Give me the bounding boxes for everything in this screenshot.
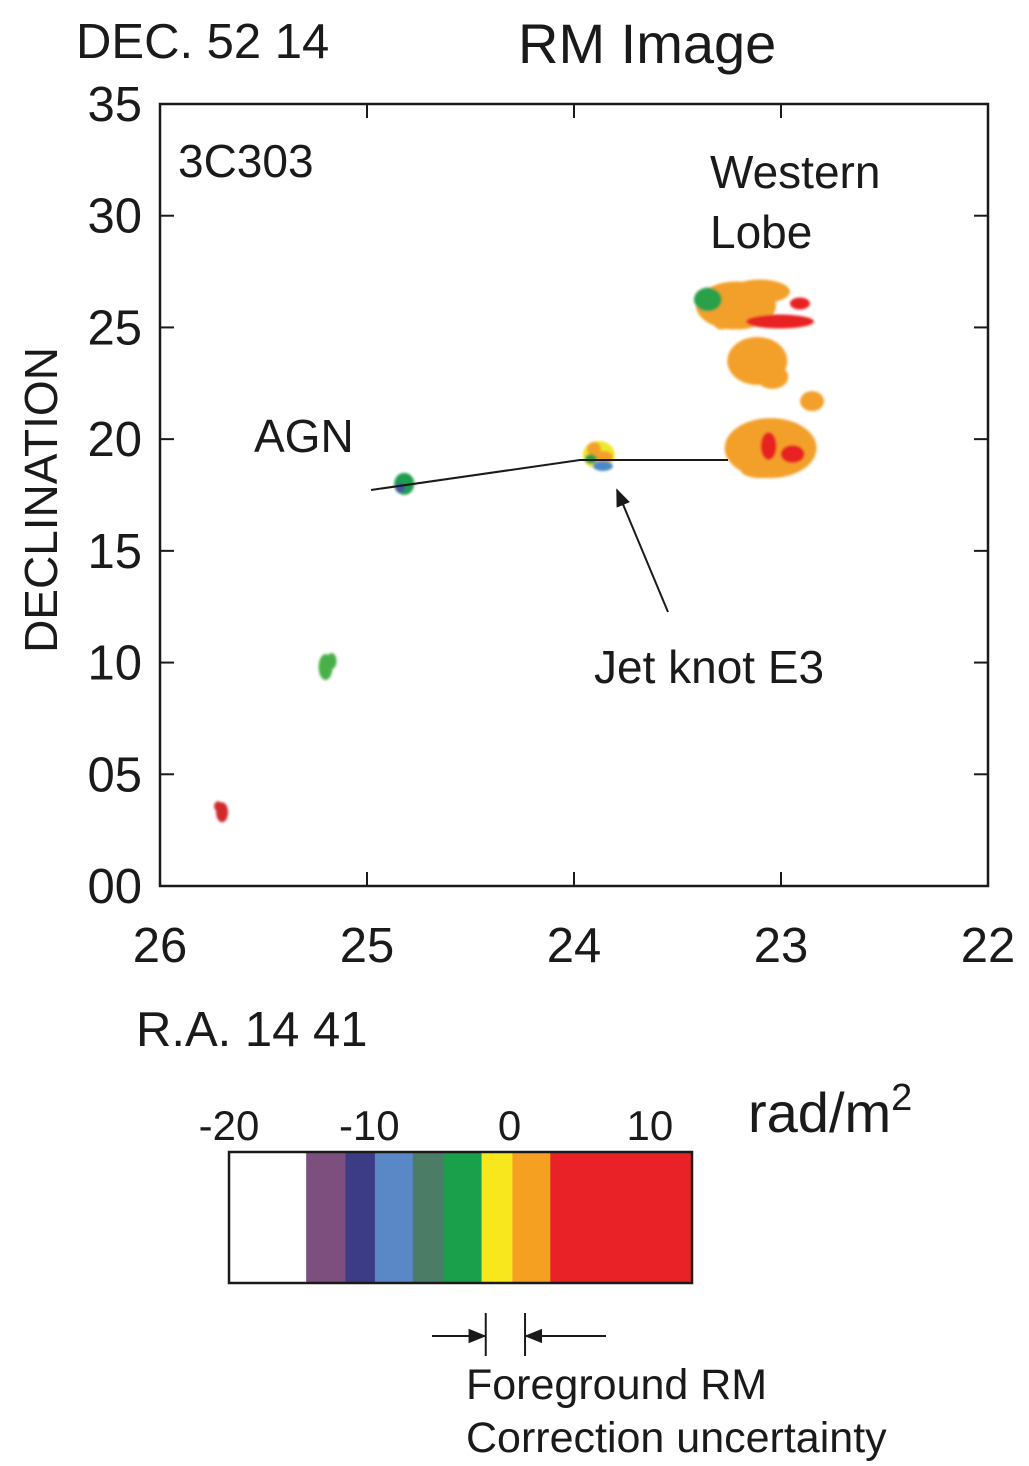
y-tick-label: 10 bbox=[87, 637, 142, 691]
rm-region-patch bbox=[760, 432, 777, 461]
y-tick-label: 00 bbox=[87, 860, 142, 914]
colorbar-segment bbox=[374, 1152, 414, 1283]
declination-offset-label: DEC. 52 14 bbox=[76, 15, 329, 69]
rm-region-patch bbox=[214, 801, 223, 812]
y-tick-label: 15 bbox=[87, 525, 142, 579]
x-tick-label: 22 bbox=[961, 919, 1016, 973]
rm-region-patch bbox=[586, 442, 601, 457]
rm-region-patch bbox=[729, 279, 790, 304]
rm-region-patch bbox=[780, 445, 805, 464]
colorbar-tick-label: 10 bbox=[627, 1102, 674, 1149]
rm-region-patch bbox=[740, 462, 781, 479]
colorbar-segment bbox=[306, 1152, 346, 1283]
colorbar-unit-exponent: 2 bbox=[891, 1077, 912, 1119]
y-tick-label: 25 bbox=[87, 301, 142, 355]
jet-knot-arrow bbox=[616, 488, 669, 613]
rm-region bbox=[318, 653, 337, 681]
rm-region-patch bbox=[745, 314, 814, 329]
western-lobe-label-line2: Lobe bbox=[710, 206, 812, 258]
uncertainty-label-line2: Correction uncertainty bbox=[466, 1414, 887, 1461]
ra-offset-label: R.A. 14 41 bbox=[136, 1003, 368, 1057]
rm-region-patch bbox=[800, 391, 825, 412]
rm-region-patch bbox=[756, 364, 789, 389]
colorbar-unit-base: rad/m bbox=[748, 1081, 891, 1144]
colorbar: -20 -10 0 10 bbox=[199, 1102, 694, 1285]
uncertainty-label-line1: Foreground RM bbox=[466, 1361, 767, 1409]
rm-regions bbox=[214, 279, 825, 823]
agn-label: AGN bbox=[254, 410, 354, 462]
y-tick-label: 35 bbox=[87, 78, 142, 132]
chart-title: RM Image bbox=[518, 12, 776, 75]
x-tick-label: 24 bbox=[547, 919, 602, 973]
y-tick-label: 30 bbox=[87, 190, 142, 244]
colorbar-tick-label: -10 bbox=[339, 1102, 400, 1149]
colorbar-segment bbox=[550, 1152, 693, 1283]
rm-region-patch bbox=[789, 297, 810, 310]
plot-frame bbox=[158, 102, 990, 888]
colorbar-unit: rad/m2 bbox=[748, 1077, 912, 1144]
jet-knot-label: Jet knot E3 bbox=[594, 641, 824, 693]
x-tick-label: 23 bbox=[754, 919, 809, 973]
colorbar-tick-label: -20 bbox=[199, 1102, 260, 1149]
colorbar-segment bbox=[481, 1152, 513, 1283]
colorbar-segment bbox=[512, 1152, 551, 1283]
rm-region-patch bbox=[326, 653, 337, 670]
uncertainty-marker bbox=[432, 1313, 606, 1356]
y-axis-title: DECLINATION bbox=[15, 347, 67, 653]
rm-region bbox=[724, 418, 817, 479]
axis-ticks: 26 25 24 23 22 00 05 10 15 20 25 30 35 bbox=[87, 78, 1015, 973]
rm-region-patch bbox=[693, 287, 722, 312]
colorbar-tick-label: 0 bbox=[498, 1102, 521, 1149]
colorbar-segment bbox=[345, 1152, 376, 1283]
colorbar-segment bbox=[229, 1152, 307, 1283]
y-tick-label: 05 bbox=[87, 748, 142, 802]
colorbar-segment bbox=[443, 1152, 483, 1283]
colorbar-frame bbox=[227, 1150, 694, 1285]
y-tick-label: 20 bbox=[87, 413, 142, 467]
colorbar-segment bbox=[412, 1152, 445, 1283]
western-lobe-label-line1: Western bbox=[710, 146, 880, 198]
rm-region-patch bbox=[713, 317, 730, 330]
rm-region-patch bbox=[592, 461, 613, 472]
rm-region bbox=[727, 336, 789, 389]
source-label: 3C303 bbox=[178, 135, 314, 187]
rm-region bbox=[214, 801, 229, 823]
x-tick-label: 26 bbox=[133, 919, 188, 973]
x-tick-label: 25 bbox=[340, 919, 395, 973]
jet-axis-line bbox=[370, 459, 728, 491]
rm-region bbox=[582, 441, 615, 472]
rm-region bbox=[693, 279, 814, 330]
rm-region bbox=[800, 391, 825, 412]
